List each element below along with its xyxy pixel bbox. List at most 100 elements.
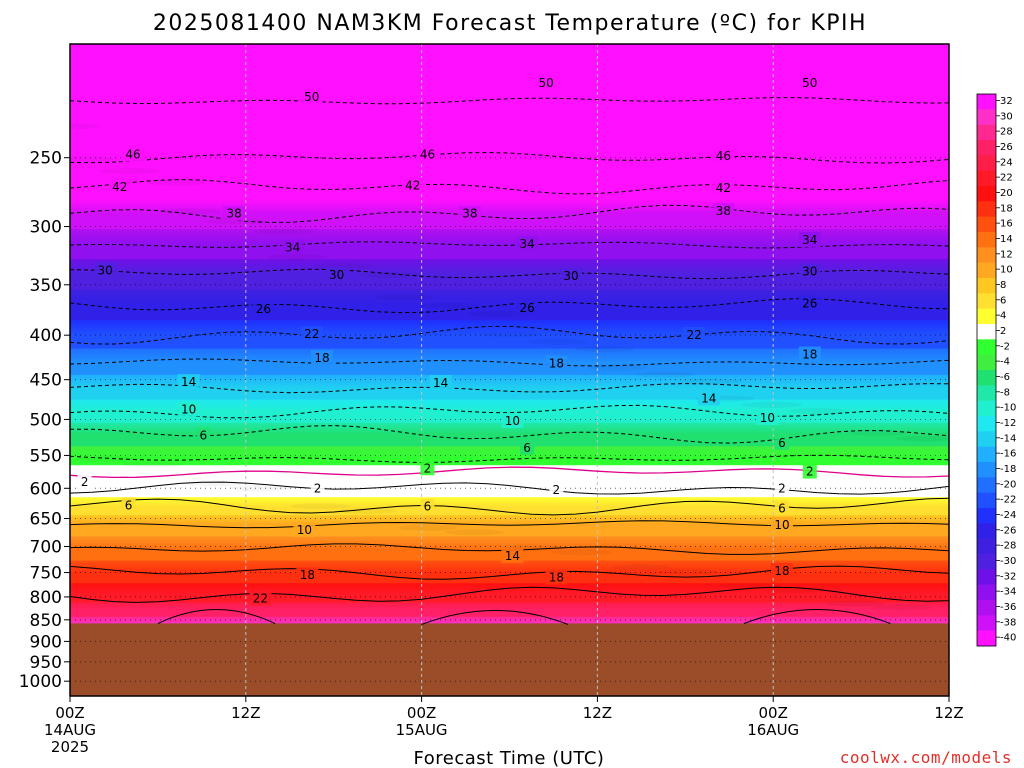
colorbar-label: -2 xyxy=(1000,341,1010,352)
contour-label-bg xyxy=(94,262,117,278)
colorbar-swatch xyxy=(977,477,996,493)
colorbar-label: 24 xyxy=(1000,157,1013,168)
field-shade xyxy=(207,218,268,225)
colorbar-label: -10 xyxy=(1000,403,1016,414)
colorbar-label: 6 xyxy=(1000,295,1006,306)
contour-loop xyxy=(743,609,891,625)
field-shade xyxy=(290,503,351,510)
contour-label: 14 xyxy=(701,391,716,405)
colorbar-swatch xyxy=(977,308,996,325)
contour-label: 42 xyxy=(112,180,127,194)
contour-label-bg xyxy=(281,239,304,255)
field-shade xyxy=(574,346,635,353)
colorbar-label: -36 xyxy=(1000,602,1016,613)
colorbar-label: -14 xyxy=(1000,433,1016,444)
x-tick-label: 00Z xyxy=(759,704,788,722)
contour-label: 6 xyxy=(523,441,531,455)
contour-label-bg xyxy=(798,74,821,90)
colorbar-label: 16 xyxy=(1000,219,1013,230)
contour-label-bg xyxy=(77,473,92,489)
colorbar-swatch xyxy=(977,600,996,616)
colorbar-swatch xyxy=(977,508,996,524)
contour-label-bg xyxy=(177,401,200,417)
y-tick-label: 250 xyxy=(30,149,62,169)
contour-label: 10 xyxy=(774,518,789,532)
field-texture xyxy=(70,123,949,611)
colorbar-frame xyxy=(976,93,997,647)
colorbar-label: 2 xyxy=(1000,326,1006,337)
contour-label: 50 xyxy=(304,90,319,104)
contour-label: 26 xyxy=(519,301,534,315)
y-tick-label: 950 xyxy=(30,653,62,673)
contour-loop xyxy=(157,609,276,624)
colorbar-swatch xyxy=(977,538,996,555)
y-tick-label: 600 xyxy=(30,479,62,499)
colorbar-swatch xyxy=(977,523,996,539)
field-shade xyxy=(420,302,481,309)
contour-label-bg xyxy=(756,409,779,425)
contour-label-bg xyxy=(516,235,539,251)
field-shade xyxy=(480,331,541,338)
contour-label-bg xyxy=(196,427,211,443)
contour-label: 18 xyxy=(802,348,817,362)
field-shade xyxy=(611,564,672,571)
colorbar-label: 10 xyxy=(1000,265,1013,276)
field-shade xyxy=(70,156,114,163)
contour-label-bg xyxy=(545,569,568,585)
colorbar-label: -20 xyxy=(1000,479,1016,490)
contour-loop xyxy=(421,610,569,625)
contour-label: 46 xyxy=(125,148,140,162)
colorbar-label: -22 xyxy=(1000,495,1016,506)
y-tick-label: 700 xyxy=(30,538,62,558)
field-shade xyxy=(337,507,398,514)
field-shade xyxy=(872,604,933,611)
contour-label: 46 xyxy=(420,148,435,162)
field-shade xyxy=(100,168,161,175)
contour-label: 50 xyxy=(802,76,817,90)
colorbar-swatch xyxy=(977,431,996,447)
contour-label-bg xyxy=(325,266,348,282)
colorbar-swatch xyxy=(977,155,996,171)
field-shade xyxy=(788,408,849,415)
colorbar-label: 12 xyxy=(1000,249,1013,260)
y-tick-label: 300 xyxy=(30,218,62,238)
contour-label: 42 xyxy=(716,181,731,195)
colorbar-swatch xyxy=(977,109,996,125)
colorbar-swatch xyxy=(977,262,996,279)
y-tick-label: 750 xyxy=(30,564,62,584)
contour-label-bg xyxy=(770,563,793,579)
colorbar-swatch xyxy=(977,554,996,570)
field-shade xyxy=(444,529,505,536)
contour-label-bg xyxy=(429,375,452,391)
contour-label: 38 xyxy=(716,204,731,218)
contour-label: 10 xyxy=(181,402,196,416)
contour-line xyxy=(70,565,949,580)
colorbar-label: 14 xyxy=(1000,234,1013,245)
field-shade xyxy=(765,586,826,593)
contour-label-bg xyxy=(535,74,558,90)
contour-label-bg xyxy=(249,590,272,606)
contour-label-bg xyxy=(798,295,821,311)
field-shade xyxy=(848,429,909,436)
colorbar-legend: 32 30 28 26 24 22 20 18 16 14 12 10 8 6 4 2 -2 -4 -6 -8 -10 -… xyxy=(976,93,1016,647)
colorbar-label: 30 xyxy=(1000,111,1013,122)
contour-label-bg xyxy=(293,521,316,537)
x-tick-label: 2025 xyxy=(51,738,89,756)
contour-label: 14 xyxy=(433,376,448,390)
colorbar-swatch xyxy=(977,400,996,417)
colorbar-label: -18 xyxy=(1000,464,1016,475)
contour-label-bg xyxy=(108,178,131,194)
contour-label-bg xyxy=(121,497,136,513)
contour-line xyxy=(70,520,949,529)
contour-label-bg xyxy=(712,180,735,196)
y-tick-label: 550 xyxy=(30,446,62,466)
colorbar-label: 26 xyxy=(1000,142,1013,153)
plot-frame xyxy=(69,43,950,697)
colorbar-swatch xyxy=(977,385,996,401)
field-shade xyxy=(374,294,435,301)
contour-label: 22 xyxy=(253,591,268,605)
contour-label-bg xyxy=(296,567,319,583)
contour-label-bg xyxy=(774,500,789,516)
